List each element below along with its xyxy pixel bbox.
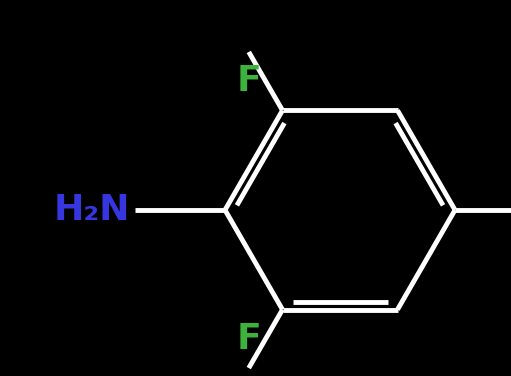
Text: F: F xyxy=(237,64,261,98)
Text: H₂N: H₂N xyxy=(54,193,130,227)
Text: F: F xyxy=(237,322,261,356)
